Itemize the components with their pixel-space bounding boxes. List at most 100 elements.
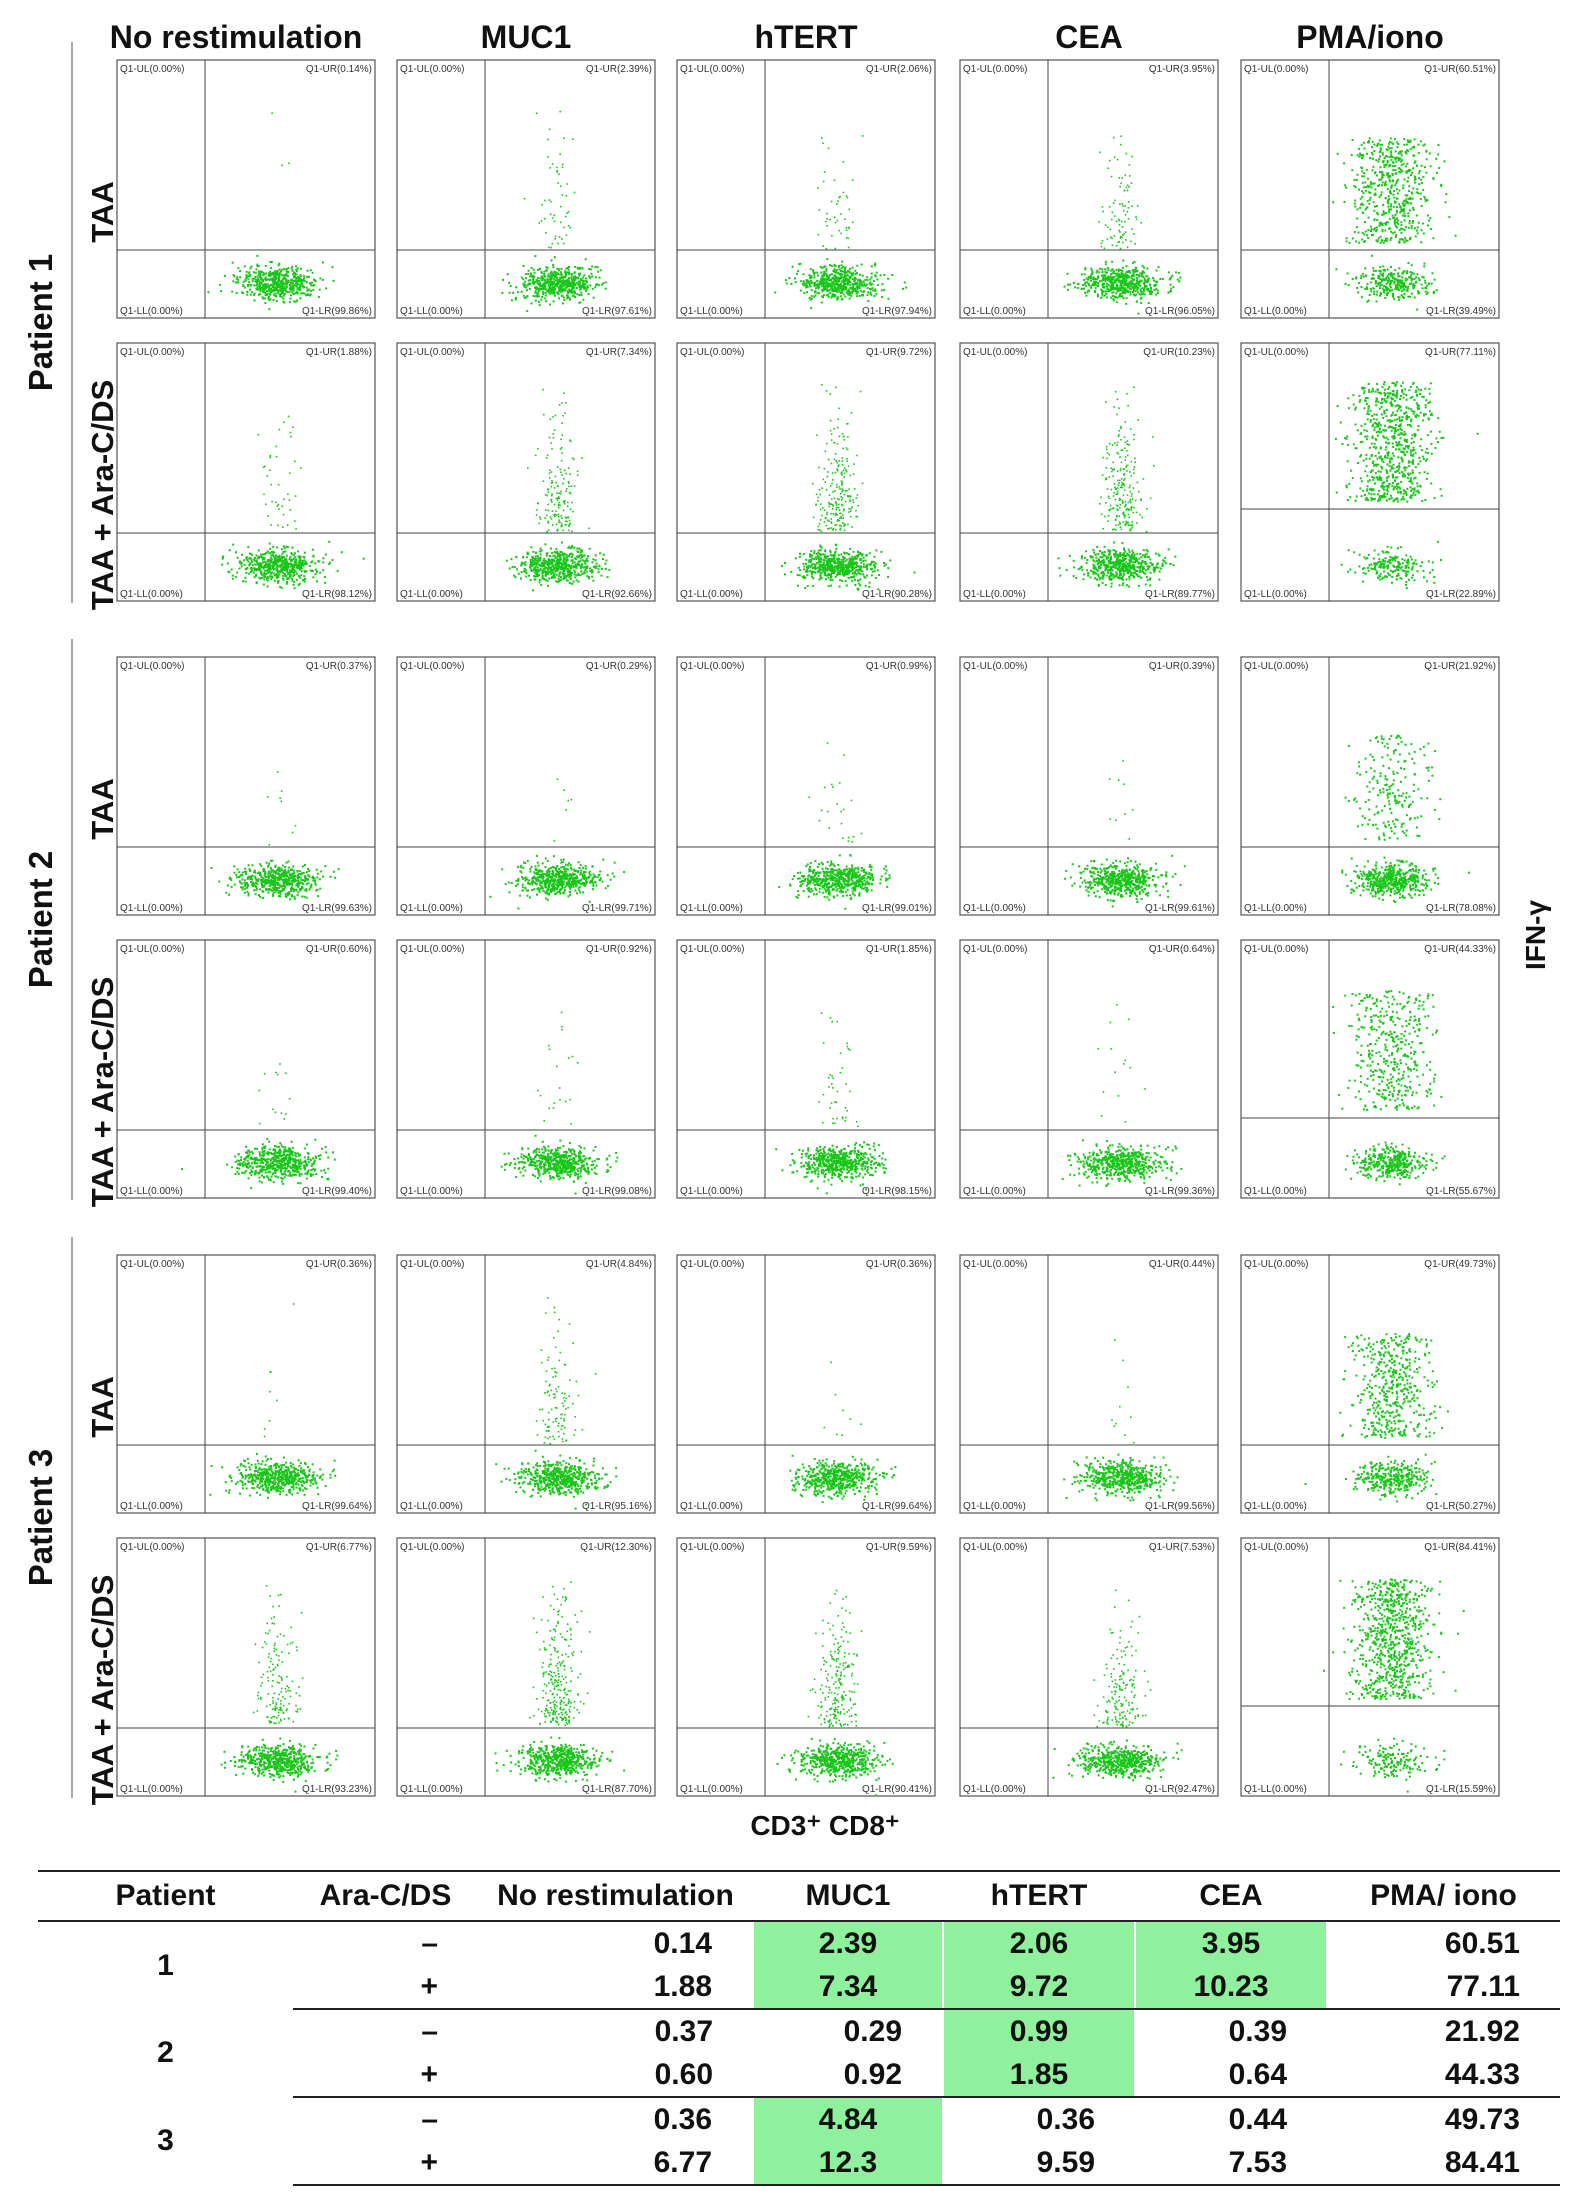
event-dot (1122, 297, 1125, 300)
event-dot (1113, 235, 1115, 237)
event-dot (859, 573, 862, 575)
event-dot (834, 295, 837, 298)
event-dot (534, 557, 537, 560)
event-dot (813, 558, 816, 561)
event-dot (1390, 203, 1393, 206)
event-dot (279, 557, 282, 560)
event-dot (1356, 173, 1359, 176)
event-dot (846, 283, 849, 286)
event-dot (851, 559, 854, 562)
event-dot (1137, 312, 1140, 315)
event-dot (567, 282, 569, 285)
event-dot (1085, 294, 1088, 297)
event-dot (1409, 238, 1411, 241)
event-dot (1375, 239, 1378, 242)
event-dot (857, 279, 860, 282)
event-dot (267, 576, 270, 579)
event-dot (1347, 284, 1350, 287)
event-dot (1119, 292, 1122, 295)
event-dot (534, 291, 537, 294)
event-dot (1128, 201, 1130, 203)
event-dot (536, 294, 539, 296)
event-dot (550, 246, 553, 249)
event-dot (563, 501, 566, 504)
event-dot (597, 571, 600, 573)
event-dot (278, 428, 281, 431)
event-dot (836, 298, 839, 301)
event-dot (1130, 240, 1132, 243)
event-dot (581, 457, 583, 459)
event-dot (838, 435, 841, 438)
event-dot (831, 294, 834, 297)
event-dot (303, 277, 305, 280)
event-dot (1117, 288, 1119, 290)
event-dot (233, 275, 236, 278)
event-dot (297, 561, 300, 564)
event-dot (1115, 279, 1118, 282)
event-dot (834, 280, 837, 283)
event-dot (1388, 176, 1391, 179)
event-dot (1378, 222, 1381, 225)
event-dot (1384, 197, 1387, 200)
event-dot (1382, 241, 1385, 244)
event-dot (520, 577, 522, 580)
event-dot (290, 553, 293, 556)
event-dot (280, 555, 283, 558)
event-dot (1401, 272, 1404, 275)
event-dot (821, 274, 824, 277)
event-dot (558, 236, 561, 238)
event-dot (1380, 191, 1383, 194)
event-dot (1113, 215, 1116, 217)
event-dot (1386, 275, 1389, 278)
event-dot (309, 293, 312, 296)
event-dot (552, 436, 555, 439)
quadrant-ll-label: Q1-LL(0.00%) (400, 306, 463, 317)
event-dot (807, 564, 810, 567)
event-dot (286, 573, 289, 576)
event-dot (1423, 265, 1426, 268)
event-dot (290, 559, 292, 562)
event-dot (301, 285, 304, 288)
event-dot (1134, 243, 1136, 245)
event-dot (1379, 278, 1382, 280)
event-dot (1112, 298, 1115, 301)
event-dot (831, 284, 834, 287)
event-dot (1385, 294, 1388, 297)
event-dot (852, 288, 855, 291)
event-dot (254, 557, 256, 559)
event-dot (1368, 137, 1371, 140)
event-dot (282, 550, 285, 553)
event-dot (817, 570, 819, 573)
event-dot (559, 468, 562, 471)
event-dot (1394, 168, 1397, 171)
event-dot (820, 572, 823, 575)
event-dot (236, 556, 239, 559)
event-dot (272, 565, 275, 568)
event-dot (1090, 273, 1093, 275)
scatter-dots (207, 112, 335, 311)
event-dot (1139, 272, 1142, 275)
event-dot (1136, 278, 1139, 281)
event-dot (552, 300, 555, 303)
event-dot (277, 484, 280, 486)
event-dot (296, 280, 299, 283)
event-dot (1396, 221, 1398, 224)
event-dot (837, 278, 840, 280)
event-dot (865, 565, 868, 568)
event-dot (574, 296, 577, 298)
event-dot (1359, 277, 1362, 280)
event-dot (1390, 186, 1393, 189)
event-dot (883, 289, 886, 292)
event-dot (1155, 269, 1158, 272)
event-dot (300, 570, 303, 573)
event-dot (535, 571, 538, 574)
event-dot (1143, 277, 1146, 280)
event-dot (526, 310, 529, 313)
event-dot (510, 558, 513, 561)
event-dot (849, 576, 852, 579)
event-dot (299, 576, 302, 579)
event-dot (848, 561, 851, 564)
event-dot (854, 269, 857, 272)
event-dot (540, 549, 543, 552)
event-dot (832, 276, 834, 279)
